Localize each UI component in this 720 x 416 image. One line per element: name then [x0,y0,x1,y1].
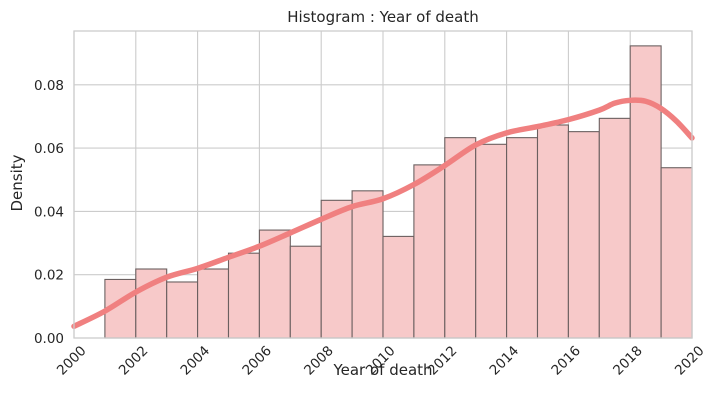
histogram-bar-9 [351,190,384,339]
histogram-bar-5 [227,252,260,339]
y-tick-label: 0.04 [34,204,64,220]
histogram-bar-13 [475,143,508,339]
kde-curve [71,97,695,330]
y-tick-label: 0.00 [34,331,64,347]
histogram-bar-16 [567,131,600,339]
y-tick-label: 0.06 [34,141,64,157]
histogram-bar-11 [413,164,446,339]
histogram-bar-17 [598,117,631,339]
chart-title: Histogram : Year of death [287,8,478,26]
histogram-bar-14 [506,137,539,339]
histogram-bar-7 [289,245,322,339]
y-axis-label: Density [8,154,26,211]
histogram-bar-3 [166,281,199,339]
histogram-bar-4 [197,268,230,339]
y-tick-label: 0.08 [34,78,64,94]
histogram-bar-18 [629,45,662,339]
histogram-bar-8 [320,199,353,339]
histogram-bars [104,45,693,339]
kde-curve-group [71,97,695,330]
y-tick-label: 0.02 [34,268,64,284]
y-tick-labels: 0.00 0.02 0.04 0.06 0.08 [34,78,64,347]
histogram-bar-10 [382,235,415,339]
histogram-bar-12 [444,137,477,339]
axes-frame [73,30,693,339]
x-axis-label: Year of death [332,361,432,379]
histogram-bar-15 [536,124,569,339]
histogram-bar-19 [660,167,693,339]
